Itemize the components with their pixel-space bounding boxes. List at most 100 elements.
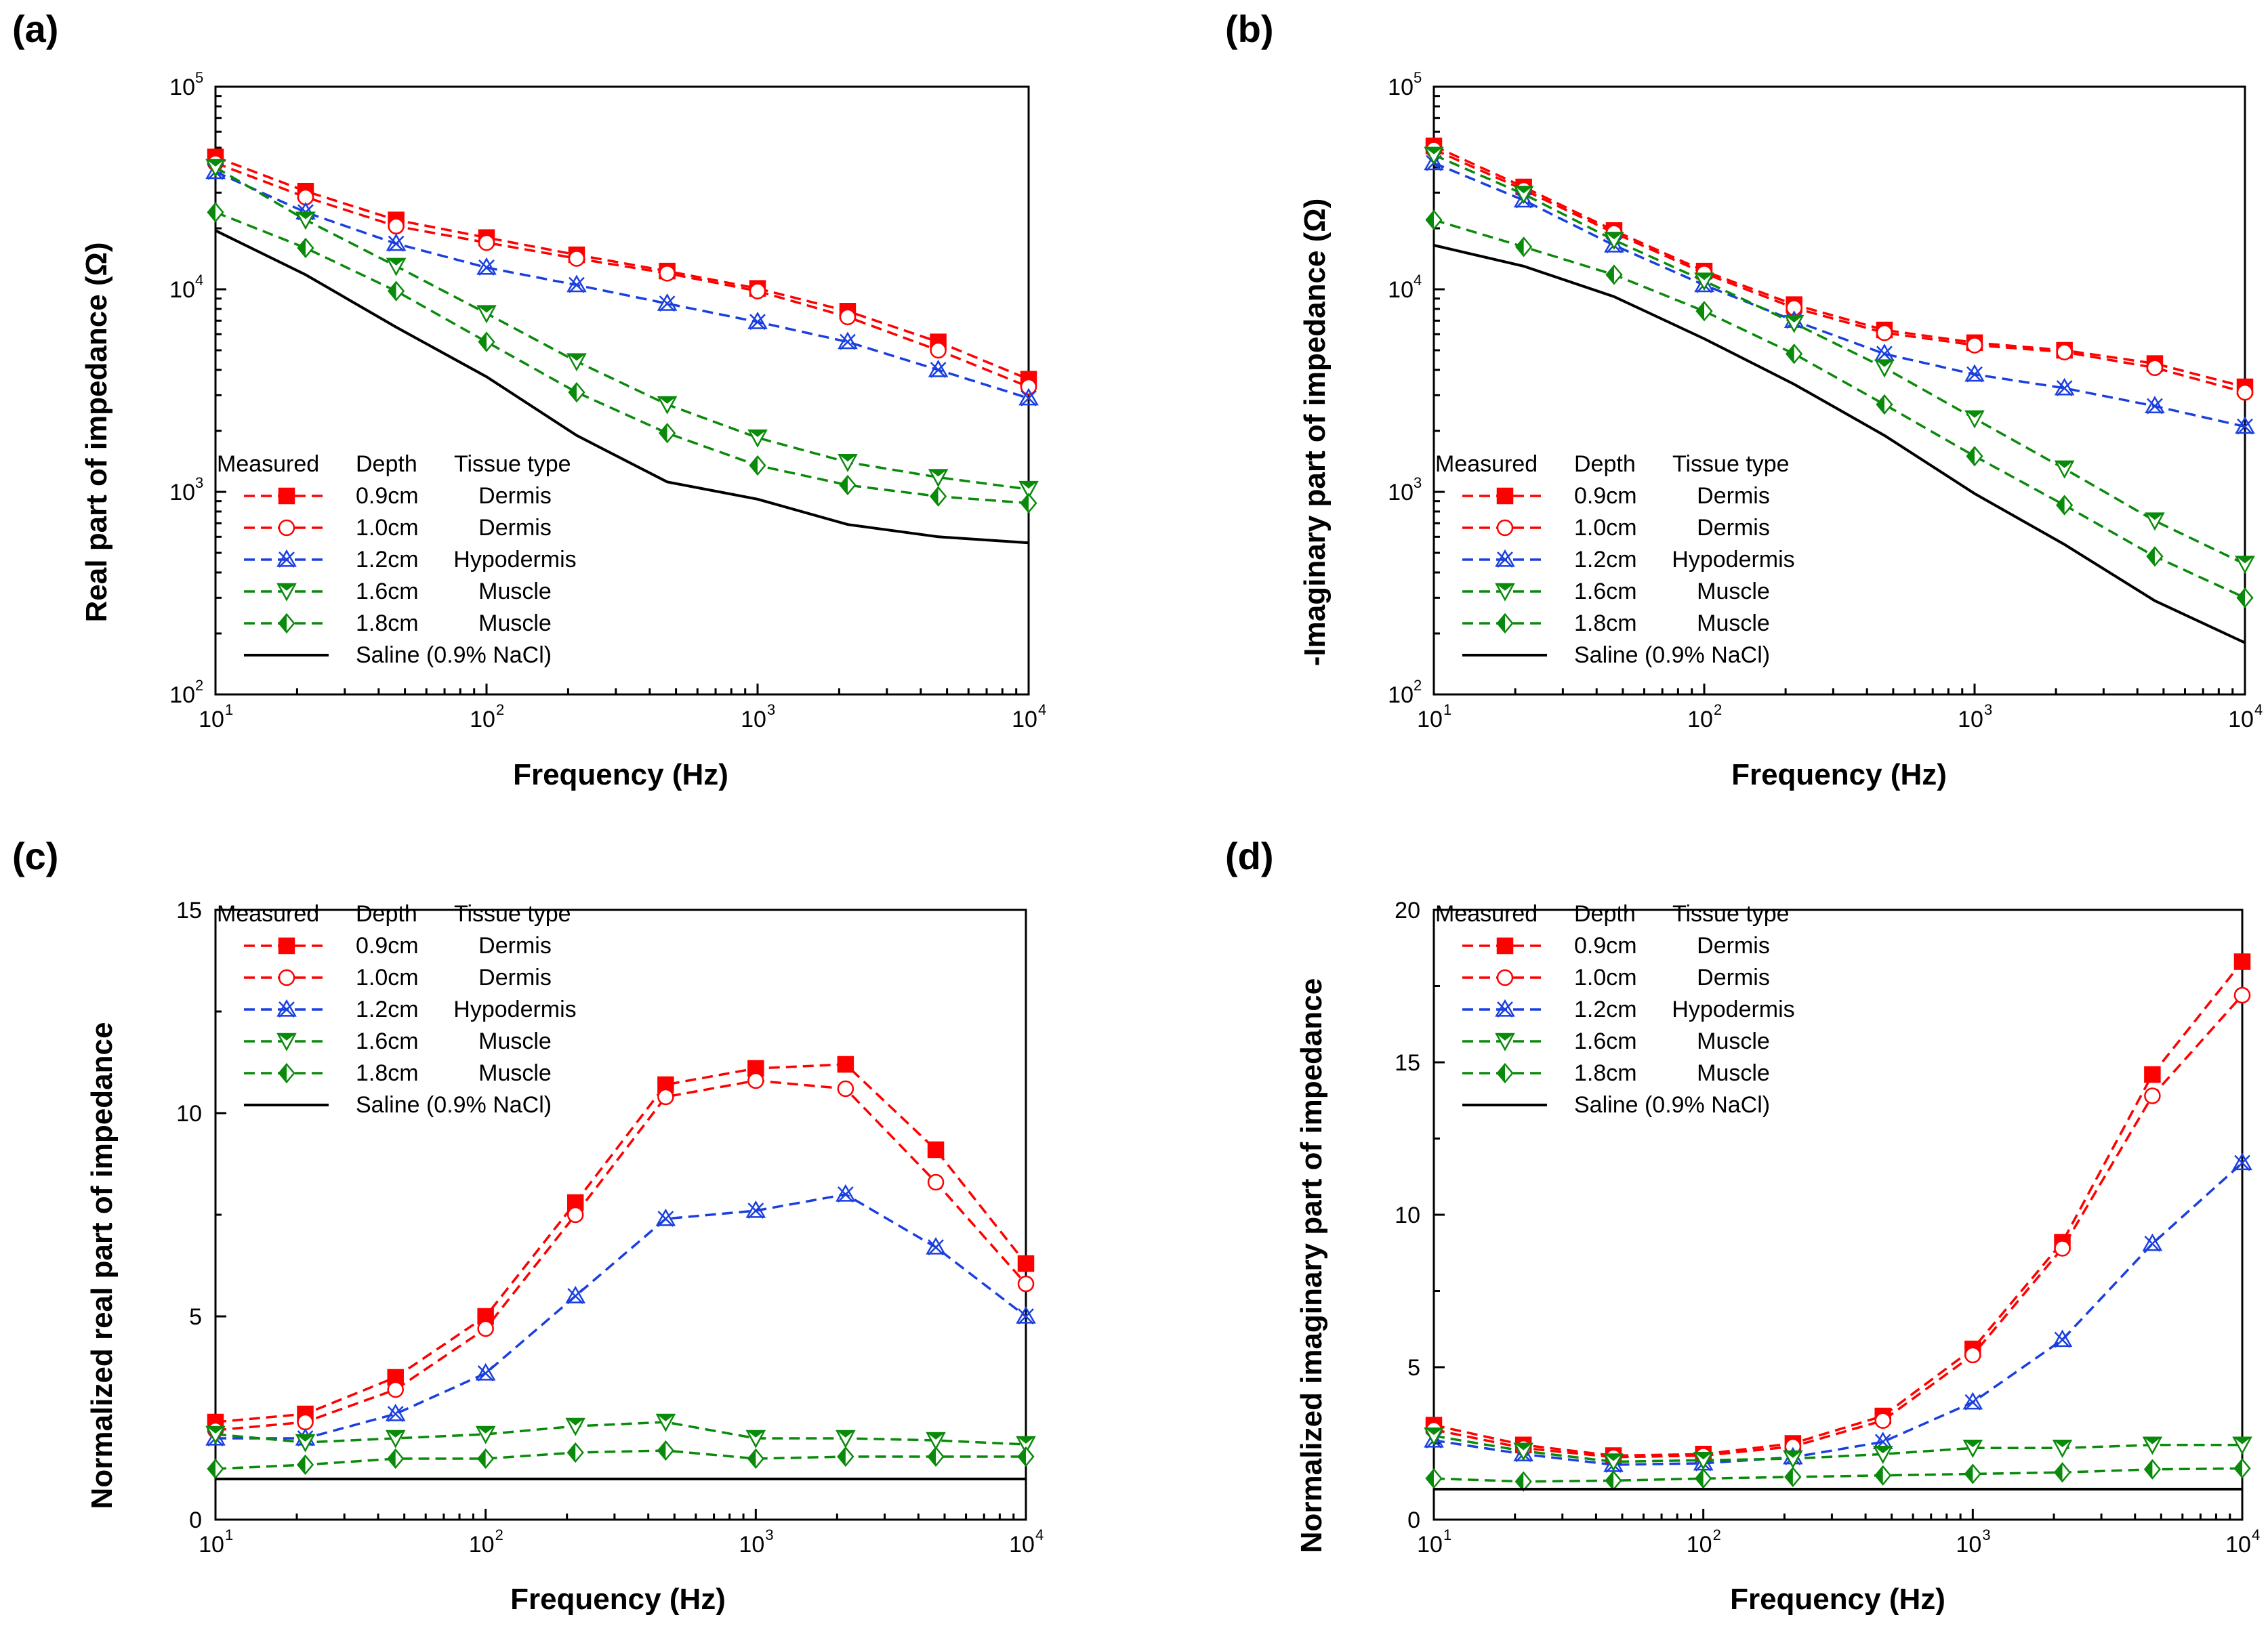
marker-fill bbox=[297, 1455, 306, 1474]
x-tick-label: 10 bbox=[1417, 1532, 1443, 1558]
marker-diamond bbox=[1017, 1446, 1035, 1467]
legend-entry: 1.8cm Muscle bbox=[1462, 610, 1770, 636]
legend-tissue: Dermis bbox=[478, 965, 552, 991]
plot-frame bbox=[1432, 85, 2246, 696]
marker-circle bbox=[1874, 1412, 1891, 1429]
series-1.0cm bbox=[207, 1072, 1035, 1439]
y-tick-exponent: 5 bbox=[195, 69, 203, 86]
x-tick-label: 10 bbox=[1012, 707, 1037, 732]
marker-diamond bbox=[297, 237, 314, 259]
legend-entry: 0.9cm Dermis bbox=[244, 933, 552, 959]
marker-triangle-down bbox=[2145, 512, 2165, 531]
marker-fill bbox=[478, 306, 495, 313]
marker-fill bbox=[1697, 302, 1704, 320]
marker-cross-b bbox=[2237, 418, 2253, 435]
marker-diamond bbox=[747, 1448, 764, 1469]
series-line bbox=[215, 1193, 1027, 1440]
legend-header-tissue: Tissue type bbox=[1672, 451, 1790, 477]
x-tick-label: 10 bbox=[1958, 707, 1983, 732]
marker-triangle-down bbox=[2235, 556, 2255, 575]
series-1.0cm bbox=[1425, 986, 2251, 1465]
y-tick-label: 10 bbox=[169, 75, 195, 100]
series-1.6cm bbox=[205, 159, 1039, 499]
legend-header-tissue: Tissue type bbox=[454, 451, 571, 477]
marker-diamond bbox=[1966, 446, 1983, 467]
marker-triangle-down bbox=[1783, 1450, 1803, 1469]
marker-square bbox=[2144, 1066, 2161, 1083]
marker-cross-b bbox=[477, 1365, 494, 1381]
marker-fill bbox=[2055, 1463, 2063, 1482]
marker-cross-b bbox=[1964, 1394, 1981, 1411]
marker-triangle-down bbox=[566, 353, 587, 372]
legend-tissue: Muscle bbox=[1697, 610, 1770, 636]
marker-triangle-x bbox=[565, 1285, 586, 1304]
marker-fill bbox=[1695, 273, 1713, 280]
marker-triangle bbox=[276, 999, 297, 1017]
y-axis-title: Normalized real part of impedance bbox=[85, 1022, 119, 1509]
y-tick-exponent: 2 bbox=[1414, 677, 1422, 694]
x-tick-label: 10 bbox=[199, 1532, 224, 1558]
panel-label: (c) bbox=[12, 835, 58, 877]
marker-diamond bbox=[2233, 1458, 2251, 1479]
panel-label: (b) bbox=[1225, 7, 1274, 50]
marker-fill bbox=[1425, 1428, 1443, 1436]
legend-header-measured: Measured bbox=[1435, 901, 1538, 927]
marker-triangle-x bbox=[1495, 549, 1515, 568]
series-1.6cm bbox=[205, 1413, 1036, 1455]
marker-fill bbox=[2236, 556, 2254, 564]
marker-circle bbox=[837, 1080, 854, 1098]
marker-square bbox=[1496, 937, 1514, 955]
y-tick-exponent: 5 bbox=[1414, 69, 1422, 86]
series-line bbox=[1433, 961, 2244, 1457]
marker-diamond bbox=[207, 1458, 224, 1480]
marker-triangle-x bbox=[1874, 343, 1895, 362]
marker-fill bbox=[1606, 1472, 1614, 1490]
marker-triangle bbox=[1694, 274, 1714, 293]
marker-triangle-x bbox=[1016, 1306, 1036, 1325]
marker-cross-b bbox=[747, 1203, 764, 1219]
marker-triangle-x bbox=[926, 1236, 946, 1255]
marker-diamond bbox=[2236, 587, 2254, 608]
x-tick-exponent: 4 bbox=[1038, 701, 1046, 718]
marker-cross-b bbox=[928, 1239, 944, 1255]
marker-diamond bbox=[1515, 236, 1533, 257]
legend-depth: 1.2cm bbox=[356, 997, 419, 1022]
legend-tissue: Saline (0.9% NaCl) bbox=[1574, 642, 1770, 668]
marker-fill bbox=[296, 1435, 314, 1442]
legend-entry: 1.2cm Hypodermis bbox=[244, 547, 577, 572]
series-1.6cm bbox=[1424, 146, 2255, 575]
x-tick-exponent: 1 bbox=[225, 701, 233, 718]
marker-triangle-down bbox=[928, 469, 949, 488]
marker-triangle-down bbox=[838, 454, 858, 473]
y-tick-label: 10 bbox=[169, 480, 195, 505]
marker-fill bbox=[2147, 547, 2155, 566]
marker-diamond bbox=[1784, 1466, 1802, 1488]
x-tick-exponent: 1 bbox=[1443, 1526, 1451, 1543]
marker-triangle-down bbox=[385, 1430, 406, 1448]
marker-triangle-x bbox=[747, 312, 768, 331]
marker-circle bbox=[930, 341, 947, 359]
marker-fill bbox=[927, 1433, 945, 1440]
x-tick-label: 10 bbox=[1956, 1532, 1981, 1558]
x-tick-label: 10 bbox=[1417, 707, 1443, 732]
legend-header-tissue: Tissue type bbox=[1672, 901, 1790, 927]
marker-triangle bbox=[2052, 1329, 2073, 1348]
legend-tissue: Hypodermis bbox=[453, 547, 576, 572]
marker-diamond bbox=[1514, 1471, 1532, 1492]
marker-diamond bbox=[1786, 343, 1803, 364]
marker-fill bbox=[1498, 1064, 1505, 1083]
marker-diamond bbox=[2146, 546, 2164, 567]
x-tick-label: 10 bbox=[739, 1532, 764, 1558]
marker-triangle-x bbox=[2142, 1233, 2163, 1252]
legend-tissue: Muscle bbox=[478, 610, 552, 636]
x-tick-exponent: 3 bbox=[1982, 1526, 1990, 1543]
series-line bbox=[215, 1449, 1026, 1470]
y-tick-label: 10 bbox=[1395, 1203, 1420, 1228]
legend-header-depth: Depth bbox=[356, 901, 417, 927]
marker-triangle-down bbox=[205, 1425, 226, 1444]
x-tick-exponent: 4 bbox=[1035, 1526, 1044, 1543]
y-tick-label: 20 bbox=[1395, 898, 1420, 923]
marker-triangle-x bbox=[745, 1200, 766, 1219]
marker-diamond bbox=[1964, 1463, 1981, 1484]
